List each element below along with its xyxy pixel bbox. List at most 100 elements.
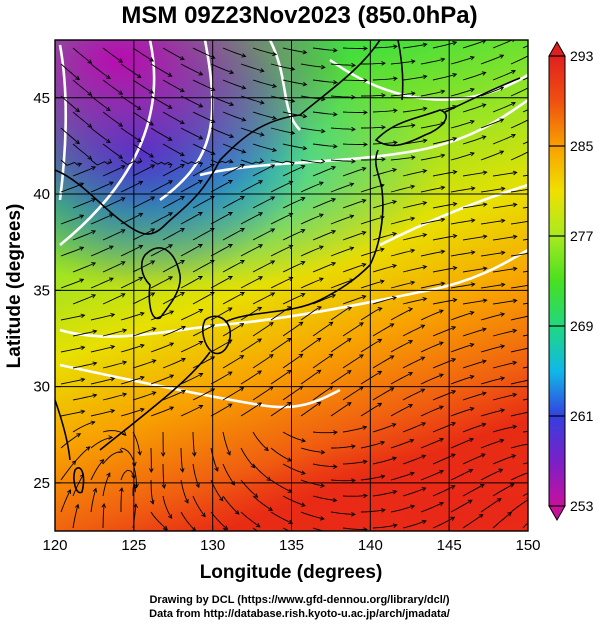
wind-arrowhead	[151, 327, 157, 332]
wind-arrowhead	[79, 278, 85, 283]
wind-streamline	[240, 338, 262, 353]
wind-streamline	[390, 340, 413, 353]
wind-streamline	[72, 198, 96, 209]
wind-streamline	[252, 463, 271, 481]
wind-arrowhead	[392, 456, 397, 461]
wind-streamline	[432, 235, 457, 241]
wind-streamline	[60, 378, 85, 385]
wind-streamline	[402, 324, 425, 337]
wind-streamline	[510, 119, 528, 129]
wind-streamline	[210, 127, 234, 138]
wind-streamline	[192, 196, 215, 209]
wind-arrowhead	[482, 170, 488, 176]
isotherm-line	[59, 363, 341, 409]
wind-arrowhead	[138, 244, 144, 249]
wind-arrowhead	[438, 373, 444, 378]
wind-arrowhead	[180, 260, 185, 265]
wind-arrowhead	[272, 147, 278, 153]
wind-streamline	[330, 159, 356, 162]
wind-arrowhead	[79, 182, 85, 187]
wind-arrowhead	[512, 424, 518, 430]
isotherm-line	[379, 183, 528, 247]
wind-streamline	[492, 267, 517, 273]
wind-streamline	[510, 379, 528, 385]
wind-streamline	[372, 77, 397, 81]
wind-arrowhead	[452, 72, 458, 78]
wind-streamline	[252, 79, 277, 88]
wind-arrowhead	[79, 214, 85, 219]
wind-streamline	[252, 228, 275, 241]
wind-streamline	[102, 229, 125, 241]
wind-arrowhead	[531, 187, 535, 191]
wind-streamline	[192, 495, 206, 517]
wind-arrowhead	[333, 144, 338, 149]
wind-streamline	[372, 355, 394, 369]
wind-streamline	[192, 143, 215, 155]
wind-streamline	[462, 484, 485, 497]
wind-arrowhead	[259, 68, 265, 73]
wind-streamline	[300, 369, 321, 385]
wind-arrowhead	[481, 135, 487, 140]
wind-arrowhead	[214, 466, 219, 472]
wind-streamline	[312, 463, 337, 468]
wind-streamline	[402, 107, 427, 113]
wind-streamline	[510, 55, 528, 65]
wind-arrowhead	[80, 377, 86, 383]
wind-arrowhead	[108, 435, 114, 440]
wind-arrowhead	[540, 37, 544, 40]
wind-streamline	[282, 229, 305, 241]
isotherm-contours	[58, 40, 528, 409]
wind-arrowhead	[410, 216, 416, 222]
wind-streamline	[132, 164, 155, 177]
wind-arrowhead	[110, 344, 116, 350]
wind-arrowhead	[381, 61, 386, 66]
wind-streamline	[282, 527, 291, 531]
wind-arrowhead	[362, 425, 368, 431]
wind-arrowhead	[438, 309, 444, 314]
wind-streamline	[162, 390, 186, 401]
wind-streamline	[462, 299, 487, 305]
wind-arrowhead	[500, 250, 506, 256]
colorbar-ticks: 293 285 277 269 261 253	[549, 48, 594, 514]
wind-arrowhead	[540, 69, 544, 72]
wind-streamline	[480, 468, 503, 481]
wind-streamline	[390, 156, 415, 161]
wind-streamline	[390, 505, 415, 513]
wind-streamline	[390, 472, 415, 481]
wind-arrowhead	[319, 516, 325, 521]
wind-streamline	[252, 495, 273, 511]
wind-streamline	[192, 111, 215, 123]
wind-streamline	[120, 376, 145, 385]
wind-arrowhead	[331, 197, 337, 203]
wind-arrowhead	[139, 407, 145, 413]
wind-arrowhead	[469, 55, 475, 61]
wind-arrowhead	[99, 459, 105, 464]
wind-streamline	[270, 402, 292, 417]
wind-streamline	[210, 307, 233, 321]
wind-arrowhead	[543, 203, 547, 207]
page-title: MSM 09Z23Nov2023 (850.0hPa)	[121, 2, 478, 29]
wind-arrowhead	[531, 314, 535, 318]
wind-streamline	[432, 422, 456, 433]
wind-arrowhead	[482, 266, 488, 272]
wind-streamline	[240, 180, 263, 193]
wind-arrowhead	[240, 260, 245, 265]
wind-streamline	[330, 95, 356, 98]
wind-arrowhead	[500, 344, 506, 349]
wind-arrowhead	[500, 408, 506, 413]
wind-arrowhead	[118, 122, 124, 127]
wind-arrowhead	[331, 229, 337, 235]
wind-arrowhead	[302, 49, 308, 55]
wind-streamline	[90, 245, 114, 257]
wind-arrowhead	[226, 450, 231, 456]
wind-arrowhead	[228, 212, 233, 217]
wind-arrowhead	[286, 369, 292, 375]
wind-arrowhead	[541, 485, 545, 489]
wind-streamline	[312, 353, 333, 369]
wind-arrowhead	[512, 40, 515, 43]
wind-streamline	[72, 262, 96, 273]
y-axis-title: Latitude (degrees)	[4, 204, 25, 369]
wind-arrowhead	[179, 88, 185, 93]
wind-arrowhead	[469, 406, 475, 412]
wind-arrowhead	[480, 453, 486, 458]
